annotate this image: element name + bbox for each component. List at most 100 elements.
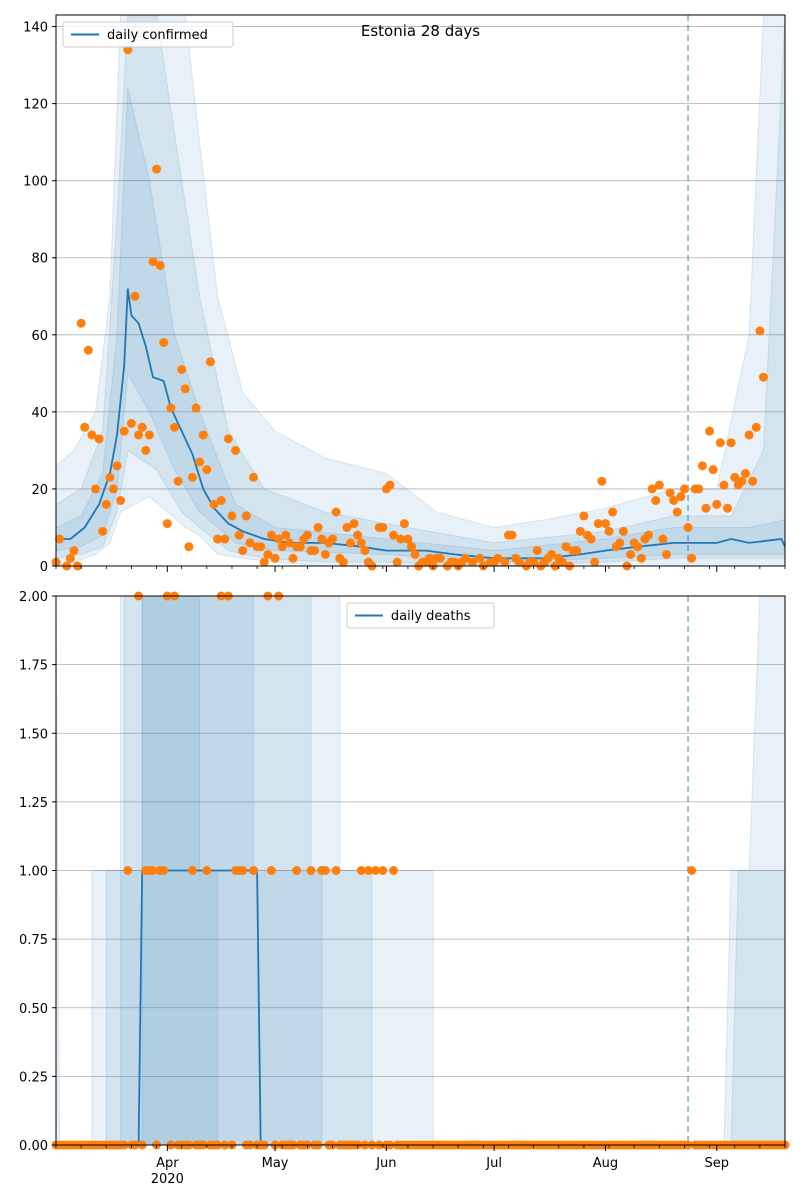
data-point — [579, 511, 589, 521]
data-point — [249, 472, 259, 482]
data-point — [223, 434, 233, 444]
data-point — [209, 499, 219, 509]
data-point — [694, 484, 704, 494]
data-point — [259, 557, 269, 567]
data-point — [134, 430, 144, 440]
data-point — [557, 557, 567, 567]
x-tick-label: Apr — [156, 1156, 179, 1171]
data-point — [292, 866, 302, 875]
x-tick-label: May — [262, 1156, 289, 1171]
data-point — [507, 530, 517, 540]
data-point — [500, 557, 510, 567]
data-point — [277, 542, 287, 552]
data-point — [740, 469, 750, 479]
data-point — [547, 549, 557, 559]
data-point — [636, 553, 646, 563]
data-point — [187, 866, 197, 875]
data-point — [679, 484, 689, 494]
y-tick-label: 0 — [40, 560, 48, 575]
data-point — [184, 542, 194, 552]
data-point — [342, 522, 352, 532]
data-point — [137, 422, 147, 432]
data-point — [475, 553, 485, 563]
data-point — [241, 511, 251, 521]
x-tick-label: Jun — [375, 1156, 396, 1171]
data-point — [231, 445, 241, 455]
data-point — [83, 345, 93, 355]
y-tick-label: 0.75 — [19, 933, 48, 948]
data-point — [76, 318, 86, 328]
y-tick-label: 60 — [31, 329, 48, 344]
data-point — [701, 503, 711, 513]
data-point — [651, 495, 661, 505]
data-point — [683, 522, 693, 532]
data-point — [697, 461, 707, 471]
data-point — [600, 519, 610, 529]
data-point — [737, 476, 747, 486]
legend-box — [346, 602, 495, 629]
data-point — [410, 549, 420, 559]
data-point — [371, 866, 381, 875]
data-point — [586, 534, 596, 544]
data-point — [173, 476, 183, 486]
data-point — [234, 530, 244, 540]
y-tick-label: 1.00 — [19, 865, 48, 880]
data-point — [295, 542, 305, 552]
y-tick-label: 120 — [23, 98, 48, 113]
data-point — [705, 426, 715, 436]
legend-label: daily deaths — [391, 609, 471, 624]
data-point — [91, 484, 101, 494]
data-point — [94, 434, 104, 444]
data-point — [238, 546, 248, 556]
series-line — [56, 288, 785, 560]
data-point — [618, 526, 628, 536]
confidence-band — [56, 15, 785, 566]
data-point — [712, 499, 722, 509]
data-point — [159, 338, 169, 348]
data-point — [719, 480, 729, 490]
data-point — [715, 438, 725, 448]
data-point — [177, 364, 187, 374]
data-point — [116, 495, 126, 505]
panel-1: 0.00 0.25 0.50 0.75 1.00 1.25 1.50 1.75 2.00 Apr M… — [19, 590, 790, 1187]
data-point — [353, 530, 363, 540]
data-point — [389, 866, 399, 875]
x-tick-label: Aug — [593, 1156, 618, 1171]
data-point — [270, 553, 280, 563]
data-point — [141, 445, 151, 455]
data-point — [669, 495, 679, 505]
data-point — [597, 476, 607, 486]
legend: daily confirmed — [62, 21, 234, 48]
data-point — [363, 866, 373, 875]
data-point — [349, 519, 359, 529]
data-point — [672, 507, 682, 517]
data-point — [162, 519, 172, 529]
y-tick-label: 1.25 — [19, 796, 48, 811]
data-point — [281, 530, 291, 540]
y-tick-label: 2.00 — [19, 590, 48, 605]
y-tick-label: 100 — [23, 175, 48, 190]
data-point — [202, 866, 212, 875]
data-point — [345, 538, 355, 548]
data-point — [744, 430, 754, 440]
data-point — [654, 480, 664, 490]
data-point — [399, 519, 409, 529]
data-point — [148, 257, 158, 267]
data-point — [529, 557, 539, 567]
data-point — [55, 534, 65, 544]
data-point — [730, 472, 740, 482]
data-point — [80, 422, 90, 432]
y-tick-label: 80 — [31, 252, 48, 267]
data-point — [378, 522, 388, 532]
data-point — [320, 866, 330, 875]
data-point — [493, 553, 503, 563]
axes-frame — [55, 14, 786, 567]
plot-area-1 — [56, 596, 785, 1145]
data-point — [758, 372, 768, 382]
series-line — [56, 869, 785, 1145]
data-point — [205, 357, 215, 367]
data-point — [575, 526, 585, 536]
data-point — [274, 534, 284, 544]
data-point — [608, 507, 618, 517]
